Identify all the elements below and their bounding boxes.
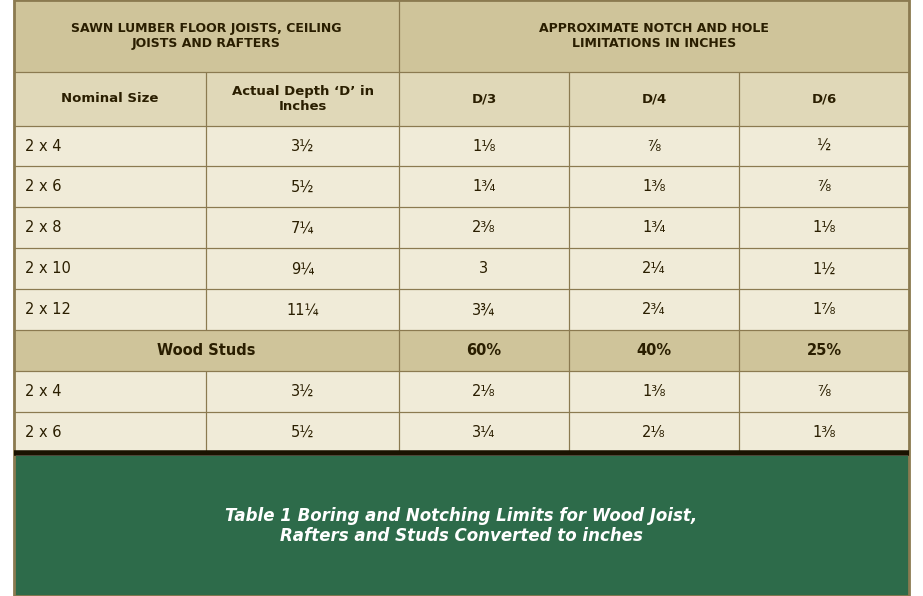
Bar xyxy=(739,249,909,289)
Bar xyxy=(14,166,207,207)
Text: 3¾: 3¾ xyxy=(473,302,496,317)
Bar xyxy=(399,249,569,289)
Text: ½: ½ xyxy=(817,138,832,154)
Bar xyxy=(14,249,207,289)
Bar xyxy=(739,289,909,330)
Bar xyxy=(207,166,399,207)
Bar xyxy=(569,371,739,412)
Text: 1⁷⁄₈: 1⁷⁄₈ xyxy=(812,302,836,317)
Bar xyxy=(14,289,207,330)
Bar xyxy=(569,126,739,166)
Text: 2 x 6: 2 x 6 xyxy=(25,179,62,194)
Text: Table 1 Boring and Notching Limits for Wood Joist,
Rafters and Studs Converted t: Table 1 Boring and Notching Limits for W… xyxy=(225,507,698,545)
Bar xyxy=(399,330,569,371)
Text: 2 x 6: 2 x 6 xyxy=(25,425,62,440)
Text: ⁷⁄₈: ⁷⁄₈ xyxy=(817,179,832,194)
Bar xyxy=(207,72,399,126)
Bar xyxy=(569,207,739,249)
Bar xyxy=(569,166,739,207)
Bar xyxy=(14,72,207,126)
Text: 2¹⁄₈: 2¹⁄₈ xyxy=(642,425,665,440)
Text: 3¹⁄₄: 3¹⁄₄ xyxy=(473,425,496,440)
Text: 60%: 60% xyxy=(466,343,501,358)
Text: 2 x 12: 2 x 12 xyxy=(25,302,71,317)
Bar xyxy=(739,126,909,166)
Bar xyxy=(399,412,569,453)
Bar xyxy=(399,289,569,330)
Bar xyxy=(399,371,569,412)
Text: SAWN LUMBER FLOOR JOISTS, CEILING
JOISTS AND RAFTERS: SAWN LUMBER FLOOR JOISTS, CEILING JOISTS… xyxy=(71,22,342,50)
Text: 40%: 40% xyxy=(637,343,672,358)
Text: 2 x 4: 2 x 4 xyxy=(25,138,62,154)
Bar xyxy=(569,412,739,453)
Bar xyxy=(207,126,399,166)
Bar xyxy=(207,289,399,330)
Bar xyxy=(739,412,909,453)
Bar xyxy=(569,330,739,371)
Text: ⁷⁄₈: ⁷⁄₈ xyxy=(817,384,832,399)
Bar xyxy=(569,72,739,126)
Bar xyxy=(14,371,207,412)
Text: 1³⁄₈: 1³⁄₈ xyxy=(642,179,665,194)
Bar xyxy=(739,166,909,207)
Text: 9¼: 9¼ xyxy=(291,261,314,277)
Bar xyxy=(569,249,739,289)
Text: D/3: D/3 xyxy=(472,92,497,105)
Bar xyxy=(207,371,399,412)
Text: APPROXIMATE NOTCH AND HOLE
LIMITATIONS IN INCHES: APPROXIMATE NOTCH AND HOLE LIMITATIONS I… xyxy=(539,22,769,50)
Bar xyxy=(14,126,207,166)
Bar xyxy=(739,371,909,412)
Bar xyxy=(399,166,569,207)
Text: 2¹⁄₄: 2¹⁄₄ xyxy=(642,261,665,277)
Bar xyxy=(399,0,909,72)
Text: 7¼: 7¼ xyxy=(291,221,315,235)
Text: D/6: D/6 xyxy=(811,92,837,105)
Bar xyxy=(207,412,399,453)
Text: 1³⁄₄: 1³⁄₄ xyxy=(642,221,665,235)
Bar xyxy=(739,207,909,249)
Text: 25%: 25% xyxy=(807,343,842,358)
Text: 1¹⁄₈: 1¹⁄₈ xyxy=(473,138,496,154)
Bar xyxy=(399,207,569,249)
Bar xyxy=(739,72,909,126)
Bar xyxy=(207,249,399,289)
Text: 11¼: 11¼ xyxy=(286,302,318,317)
Text: 5½: 5½ xyxy=(291,425,315,440)
Text: 3½: 3½ xyxy=(291,138,314,154)
Bar xyxy=(14,456,909,596)
Text: ⁷⁄₈: ⁷⁄₈ xyxy=(647,138,661,154)
Bar xyxy=(14,0,399,72)
Text: 5½: 5½ xyxy=(291,179,315,194)
Text: Wood Studs: Wood Studs xyxy=(157,343,256,358)
Bar xyxy=(14,412,207,453)
Text: 2 x 10: 2 x 10 xyxy=(25,261,71,277)
Text: 1³⁄₈: 1³⁄₈ xyxy=(812,425,836,440)
Text: Nominal Size: Nominal Size xyxy=(62,92,159,105)
Text: 2 x 4: 2 x 4 xyxy=(25,384,62,399)
Bar xyxy=(14,330,399,371)
Text: 1½: 1½ xyxy=(812,261,836,277)
Text: 1³⁄₈: 1³⁄₈ xyxy=(642,384,665,399)
Text: D/4: D/4 xyxy=(641,92,666,105)
Text: 1³⁄₄: 1³⁄₄ xyxy=(473,179,496,194)
Text: 2³⁄₄: 2³⁄₄ xyxy=(642,302,665,317)
Bar xyxy=(207,207,399,249)
Text: Actual Depth ‘D’ in
Inches: Actual Depth ‘D’ in Inches xyxy=(232,85,374,113)
Bar xyxy=(399,72,569,126)
Text: 2³⁄₈: 2³⁄₈ xyxy=(473,221,496,235)
Text: 2 x 8: 2 x 8 xyxy=(25,221,62,235)
Text: 3½: 3½ xyxy=(291,384,314,399)
Text: 2¹⁄₈: 2¹⁄₈ xyxy=(473,384,496,399)
Bar xyxy=(569,289,739,330)
Bar xyxy=(14,207,207,249)
Text: 3: 3 xyxy=(479,261,488,277)
Text: 1¹⁄₈: 1¹⁄₈ xyxy=(812,221,836,235)
Bar xyxy=(739,330,909,371)
Bar xyxy=(399,126,569,166)
